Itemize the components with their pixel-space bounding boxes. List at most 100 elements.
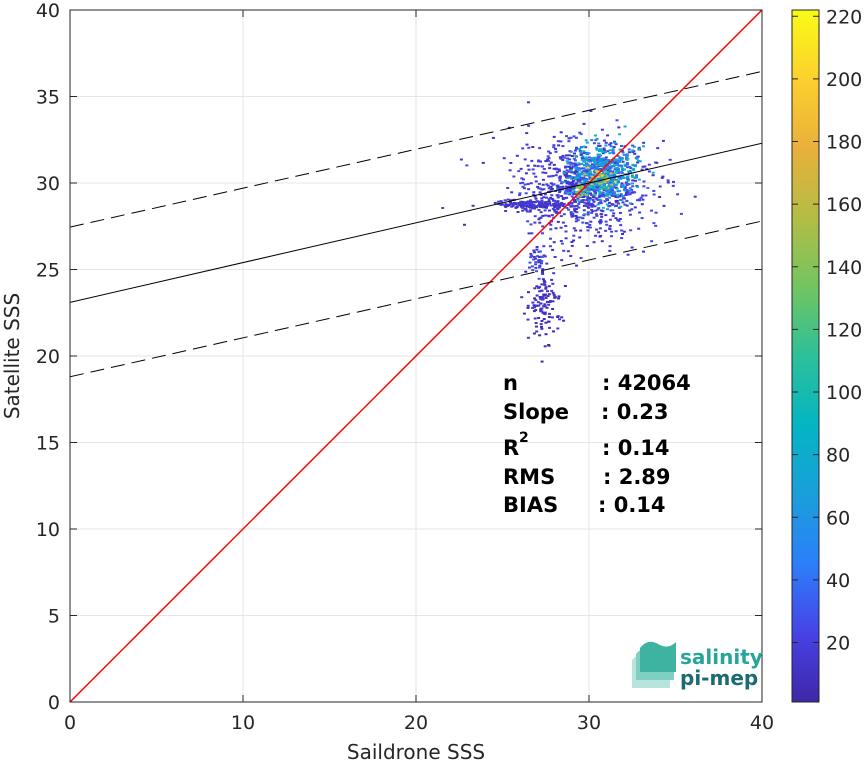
density-cell	[553, 202, 557, 205]
density-cell	[542, 188, 546, 191]
density-cell	[620, 158, 624, 161]
density-cell	[574, 136, 578, 139]
density-cell	[637, 148, 641, 151]
density-cell	[612, 191, 616, 194]
density-cell	[547, 198, 551, 201]
density-cell	[541, 232, 544, 235]
density-cell	[625, 162, 629, 164]
density-cell	[608, 152, 612, 155]
density-cell	[568, 188, 572, 191]
density-cell	[603, 186, 607, 189]
density-cell	[633, 152, 637, 155]
density-cell	[595, 182, 599, 185]
density-cell	[568, 158, 572, 161]
density-cell	[578, 148, 582, 150]
density-cell	[612, 182, 616, 185]
density-cell	[604, 144, 608, 147]
density-cell	[581, 201, 585, 203]
density-cell	[601, 150, 605, 153]
density-cell	[611, 165, 615, 168]
density-cell	[586, 213, 590, 216]
density-cell	[624, 194, 628, 196]
density-cell	[540, 199, 544, 202]
density-cell	[609, 145, 613, 148]
density-cell	[639, 196, 643, 199]
density-cell	[586, 226, 590, 228]
density-cell	[598, 235, 602, 238]
density-cell	[550, 316, 554, 319]
density-cell	[548, 201, 552, 204]
stat-n-value: : 42064	[602, 371, 691, 395]
density-cell	[594, 161, 598, 164]
density-cell	[660, 176, 664, 179]
density-cell	[541, 273, 545, 275]
density-cell	[543, 345, 547, 348]
density-cell	[521, 209, 525, 212]
density-cell	[602, 172, 605, 175]
density-cell	[519, 167, 523, 170]
density-cell	[537, 304, 541, 307]
density-cell	[518, 194, 521, 197]
density-cell	[499, 200, 503, 203]
density-cell	[526, 220, 530, 223]
density-cell	[570, 241, 574, 243]
density-cell	[598, 148, 602, 151]
density-cell	[554, 174, 558, 177]
density-cell	[600, 176, 604, 179]
density-cell	[560, 204, 563, 207]
density-cell	[596, 198, 600, 201]
density-cell	[618, 194, 622, 197]
density-cell	[583, 158, 586, 161]
density-cell	[577, 176, 581, 179]
density-cell	[555, 194, 559, 197]
density-cell	[590, 193, 593, 196]
density-cell	[651, 171, 655, 174]
density-cell	[540, 197, 544, 200]
density-cell	[526, 164, 530, 167]
density-cell	[595, 147, 599, 150]
colorbar-tick-label: 180	[826, 132, 862, 154]
density-cell	[595, 162, 599, 165]
density-cell	[623, 168, 626, 171]
density-cell	[552, 293, 556, 296]
density-cell	[549, 185, 553, 188]
density-cell	[643, 165, 647, 168]
density-cell	[605, 171, 609, 173]
density-cell	[627, 170, 631, 173]
stat-r2-sup: 2	[519, 430, 529, 446]
density-cell	[574, 191, 578, 194]
density-cell	[582, 181, 586, 184]
density-cell	[547, 200, 551, 202]
density-cell	[535, 200, 539, 203]
density-cell	[556, 327, 560, 330]
density-cell	[574, 229, 578, 232]
density-cell	[567, 140, 571, 143]
density-cell	[491, 136, 495, 139]
density-cell	[565, 192, 569, 195]
density-cell	[577, 163, 581, 166]
density-cell	[633, 177, 637, 179]
density-cell	[574, 220, 578, 223]
density-cell	[567, 154, 571, 157]
density-cell	[600, 128, 604, 131]
x-tick-label: 0	[64, 712, 76, 734]
density-cell	[504, 203, 508, 206]
density-cell	[524, 270, 528, 273]
density-cell	[577, 190, 580, 193]
density-cell	[634, 179, 637, 182]
density-cell	[551, 174, 555, 177]
density-cell	[579, 173, 582, 176]
density-cell	[559, 240, 563, 242]
density-cell	[626, 157, 630, 160]
density-cell	[550, 214, 554, 217]
density-cell	[605, 159, 609, 162]
density-cell	[558, 318, 561, 321]
density-cell	[573, 199, 577, 202]
density-cell	[554, 211, 558, 214]
density-cell	[563, 156, 567, 159]
density-cell	[602, 139, 606, 142]
density-cell	[616, 179, 620, 182]
density-cell	[552, 330, 555, 333]
density-cell	[580, 158, 584, 161]
density-cell	[528, 210, 532, 213]
